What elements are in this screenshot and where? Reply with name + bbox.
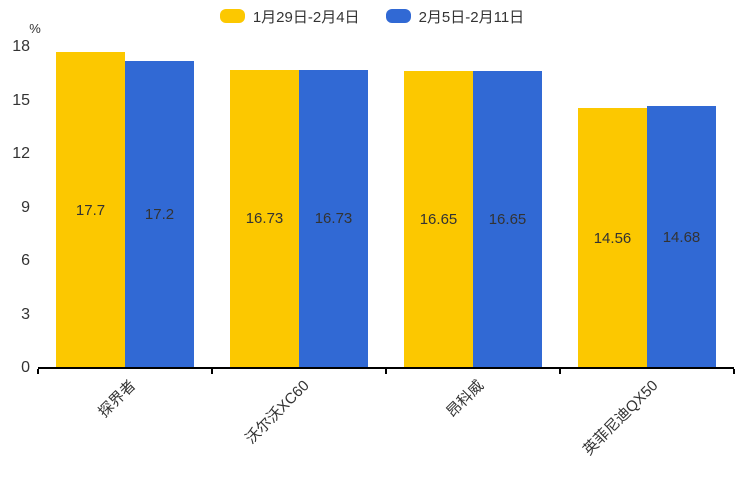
legend-swatch [385, 9, 411, 23]
y-tick-label: 0 [21, 359, 30, 376]
bar-2月5日-2月11日-英菲尼迪QX50: 14.68 [647, 106, 716, 368]
y-tick-label: 6 [21, 252, 30, 269]
legend: 1月29日-2月4日 2月5日-2月11日 [0, 6, 744, 26]
bar-2月5日-2月11日-沃尔沃XC60: 16.73 [299, 69, 368, 368]
bar-1月29日-2月4日-英菲尼迪QX50: 14.56 [578, 108, 647, 368]
x-axis-tick [385, 369, 387, 374]
legend-label: 2月5日-2月11日 [418, 8, 525, 26]
x-axis-tick [211, 369, 213, 374]
legend-item[interactable]: 2月5日-2月11日 [385, 6, 525, 27]
y-tick-label: 3 [21, 305, 30, 323]
category-label-沃尔沃XC60: 沃尔沃XC60 [242, 377, 314, 448]
bar-value-label: 16.73 [245, 210, 284, 228]
category-label-探界者: 探界者 [95, 377, 140, 421]
bar-value-label: 17.2 [144, 206, 175, 224]
y-tick-label: 18 [12, 38, 30, 55]
bar-value-label: 16.73 [314, 210, 353, 228]
bar-value-label: 16.65 [419, 211, 458, 229]
bar-value-label: 14.68 [662, 228, 701, 246]
bar-value-label: 14.56 [593, 229, 632, 247]
y-tick-label: 9 [21, 198, 30, 216]
bar-value-label: 17.7 [75, 201, 106, 219]
bar-1月29日-2月4日-沃尔沃XC60: 16.73 [230, 69, 299, 368]
y-axis-unit-label: % [29, 21, 41, 36]
x-axis-tick [733, 369, 735, 374]
x-axis-line [38, 367, 734, 369]
category-label-昂科威: 昂科威 [443, 377, 488, 421]
legend-swatch [219, 9, 245, 23]
bar-2月5日-2月11日-探界者: 17.2 [125, 61, 194, 368]
legend-item[interactable]: 1月29日-2月4日 [219, 6, 360, 27]
bar-1月29日-2月4日-探界者: 17.7 [56, 52, 125, 368]
bar-2月5日-2月11日-昂科威: 16.65 [473, 71, 542, 368]
x-axis-tick [37, 369, 39, 374]
category-label-英菲尼迪QX50: 英菲尼迪QX50 [579, 377, 662, 459]
y-tick-label: 15 [12, 91, 30, 109]
bar-1月29日-2月4日-昂科威: 16.65 [404, 71, 473, 368]
y-tick-label: 12 [12, 145, 30, 162]
bar-value-label: 16.65 [488, 211, 527, 229]
x-axis-tick [559, 369, 561, 374]
legend-label: 1月29日-2月4日 [252, 8, 360, 26]
